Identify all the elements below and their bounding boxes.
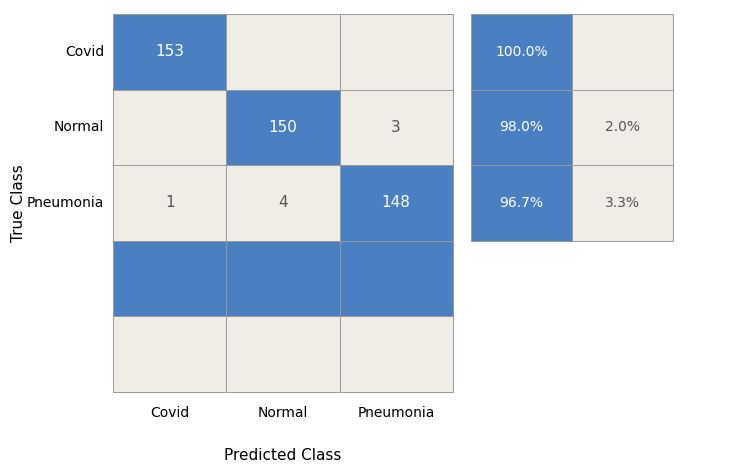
Text: 3: 3 — [391, 120, 401, 135]
Bar — [471, 14, 572, 90]
Bar — [572, 90, 672, 165]
Bar — [113, 316, 226, 392]
Text: 153: 153 — [155, 44, 184, 59]
Text: 148: 148 — [382, 195, 410, 211]
Bar — [340, 165, 453, 241]
Bar — [113, 241, 226, 316]
Bar — [226, 14, 340, 90]
Text: 4: 4 — [278, 195, 288, 211]
Text: Covid: Covid — [150, 406, 190, 420]
Text: 2.0%: 2.0% — [604, 120, 639, 135]
Bar — [113, 90, 226, 165]
Bar — [340, 316, 453, 392]
Bar — [471, 90, 572, 165]
Text: Normal: Normal — [258, 406, 308, 420]
Bar — [226, 90, 340, 165]
Text: Pneumonia: Pneumonia — [27, 196, 104, 210]
Text: Normal: Normal — [54, 120, 104, 135]
Bar — [113, 14, 226, 90]
Text: 96.7%: 96.7% — [499, 196, 543, 210]
Bar — [340, 90, 453, 165]
Bar — [572, 165, 672, 241]
Text: True Class: True Class — [11, 164, 26, 242]
Text: 1: 1 — [165, 195, 174, 211]
Bar — [226, 165, 340, 241]
Text: 150: 150 — [268, 120, 297, 135]
Text: 100.0%: 100.0% — [495, 45, 547, 59]
Bar — [226, 316, 340, 392]
Bar — [340, 241, 453, 316]
Bar — [340, 14, 453, 90]
Bar — [572, 14, 672, 90]
Bar — [113, 165, 226, 241]
Text: Predicted Class: Predicted Class — [225, 447, 342, 463]
Text: Covid: Covid — [65, 45, 104, 59]
Text: 98.0%: 98.0% — [499, 120, 543, 135]
Text: Pneumonia: Pneumonia — [357, 406, 435, 420]
Bar — [226, 241, 340, 316]
Text: 3.3%: 3.3% — [604, 196, 639, 210]
Bar — [471, 165, 572, 241]
